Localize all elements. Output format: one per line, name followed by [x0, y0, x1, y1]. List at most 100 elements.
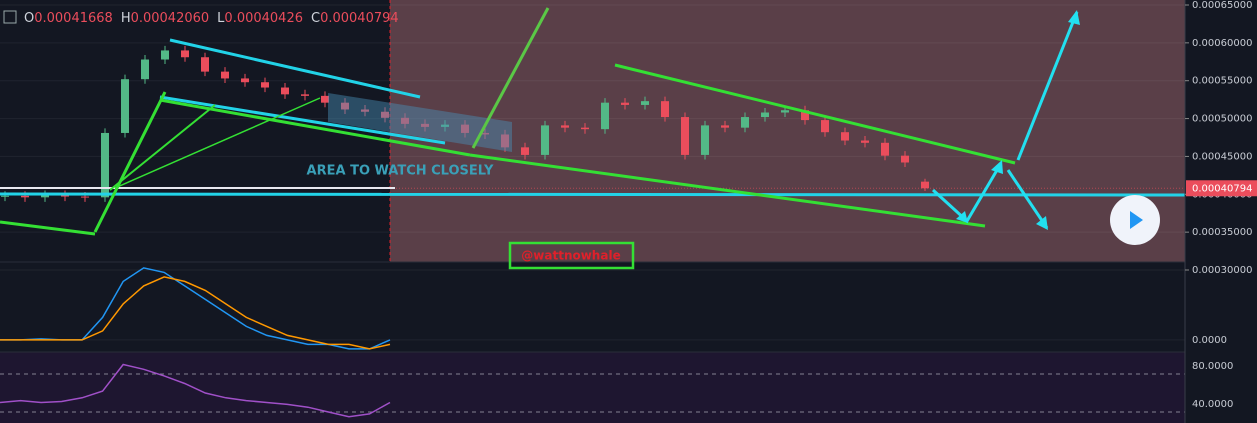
candle-body: [201, 57, 209, 72]
trendline: [159, 95, 446, 145]
candle-body: [741, 117, 749, 128]
candle-body: [261, 82, 269, 88]
candle-body: [761, 112, 769, 118]
header: O0.00041668 H0.00042060 L0.00040426 C0.0004…: [3, 10, 399, 26]
y-tick-label: 0.00050000: [1192, 114, 1252, 125]
candle-body: [461, 124, 469, 133]
y-tick-label: 0.0000: [1192, 335, 1227, 346]
trendline: [0, 192, 1186, 197]
candle-body: [421, 123, 429, 127]
candle-body: [681, 117, 689, 155]
candle-body: [541, 125, 549, 155]
header-key: H: [121, 11, 131, 26]
candle-body: [661, 101, 669, 118]
axis-labels: 0.000300000.000350000.000400000.00045000…: [1185, 0, 1257, 410]
candle-body: [441, 124, 449, 127]
trendline: [159, 98, 471, 157]
ohlc-header: O0.00041668 H0.00042060 L0.00040426 C0.0004…: [24, 11, 399, 26]
y-tick-label: 0.00035000: [1192, 227, 1252, 238]
candle-body: [141, 59, 149, 80]
signature: @wattnowhale: [521, 249, 620, 263]
y-tick-label: 0.00055000: [1192, 76, 1252, 87]
candle-body: [481, 132, 489, 135]
candle-body: [601, 102, 609, 130]
header-key: L: [217, 11, 225, 26]
last-price-box: [1186, 180, 1257, 197]
candle-body: [181, 50, 189, 58]
trendline: [169, 38, 421, 99]
candle-body: [321, 95, 329, 103]
trendline: [114, 97, 321, 189]
candle-body: [81, 196, 89, 198]
candle-body: [721, 125, 729, 128]
candle-body: [221, 71, 229, 79]
candle-body: [241, 78, 249, 83]
watch-box: [328, 93, 512, 152]
candle-body: [281, 87, 289, 95]
candle-body: [301, 94, 309, 96]
y-tick-label: 0.00060000: [1192, 38, 1252, 49]
trendline: [109, 104, 216, 191]
price-axis: [1185, 0, 1257, 423]
y-tick-label: 40.0000: [1192, 399, 1233, 410]
arrowhead: [1068, 10, 1080, 25]
candle-body: [781, 110, 789, 113]
header-key: C: [311, 11, 320, 26]
candle-body: [841, 132, 849, 141]
candle-body: [821, 120, 829, 133]
candle-body: [341, 102, 349, 110]
trendline: [0, 220, 96, 236]
trendline: [614, 63, 1016, 165]
macd-line: [0, 276, 391, 350]
candle-body: [121, 79, 129, 133]
header-value: 0.00040794: [320, 11, 399, 26]
y-tick-label: 0.00045000: [1192, 151, 1252, 162]
arrowhead: [1036, 216, 1048, 230]
candle-body: [521, 147, 529, 155]
arrow: [1016, 11, 1079, 161]
candle-body: [801, 110, 809, 121]
candle-body: [581, 127, 589, 130]
candle-body: [401, 117, 409, 124]
last-price-label: 0.00040794: [1192, 183, 1252, 194]
header-value: 0.00042060: [131, 11, 210, 26]
trendline: [93, 91, 167, 233]
y-tick-label: 80.0000: [1192, 361, 1233, 372]
candle-body: [901, 155, 909, 163]
highlight-zone: [390, 0, 1185, 262]
menu-icon[interactable]: [3, 10, 17, 24]
play-icon: [1130, 211, 1143, 229]
drawings: [0, 7, 1186, 270]
arrowhead: [991, 160, 1003, 174]
candle-body: [61, 195, 69, 197]
candle-body: [621, 102, 629, 105]
candle-body: [361, 109, 369, 112]
signature-box: [508, 241, 635, 270]
candle-body: [641, 101, 649, 105]
plot: [0, 45, 929, 418]
trendline: [469, 153, 986, 228]
candle-body: [701, 125, 709, 155]
candle-body: [501, 134, 509, 148]
rsi-line: [0, 363, 391, 418]
annotation: AREA TO WATCH CLOSELY: [307, 164, 495, 179]
candle-body: [921, 181, 929, 189]
y-tick-label: 0.00030000: [1192, 265, 1252, 276]
candle-body: [881, 142, 889, 156]
header-key: O: [24, 11, 34, 26]
header-value: 0.00040426: [224, 11, 303, 26]
candle-body: [561, 125, 569, 128]
arrow: [1006, 169, 1049, 229]
candle-body: [161, 50, 169, 60]
play-button[interactable]: [1110, 195, 1160, 245]
trendline: [471, 7, 550, 149]
candle-body: [1, 195, 9, 197]
header-value: 0.00041668: [34, 11, 113, 26]
candle-body: [861, 140, 869, 143]
rsi-band: [0, 352, 1185, 423]
candle-body: [381, 111, 389, 118]
candle-body: [101, 132, 109, 198]
y-tick-label: 0.00065000: [1192, 0, 1252, 11]
